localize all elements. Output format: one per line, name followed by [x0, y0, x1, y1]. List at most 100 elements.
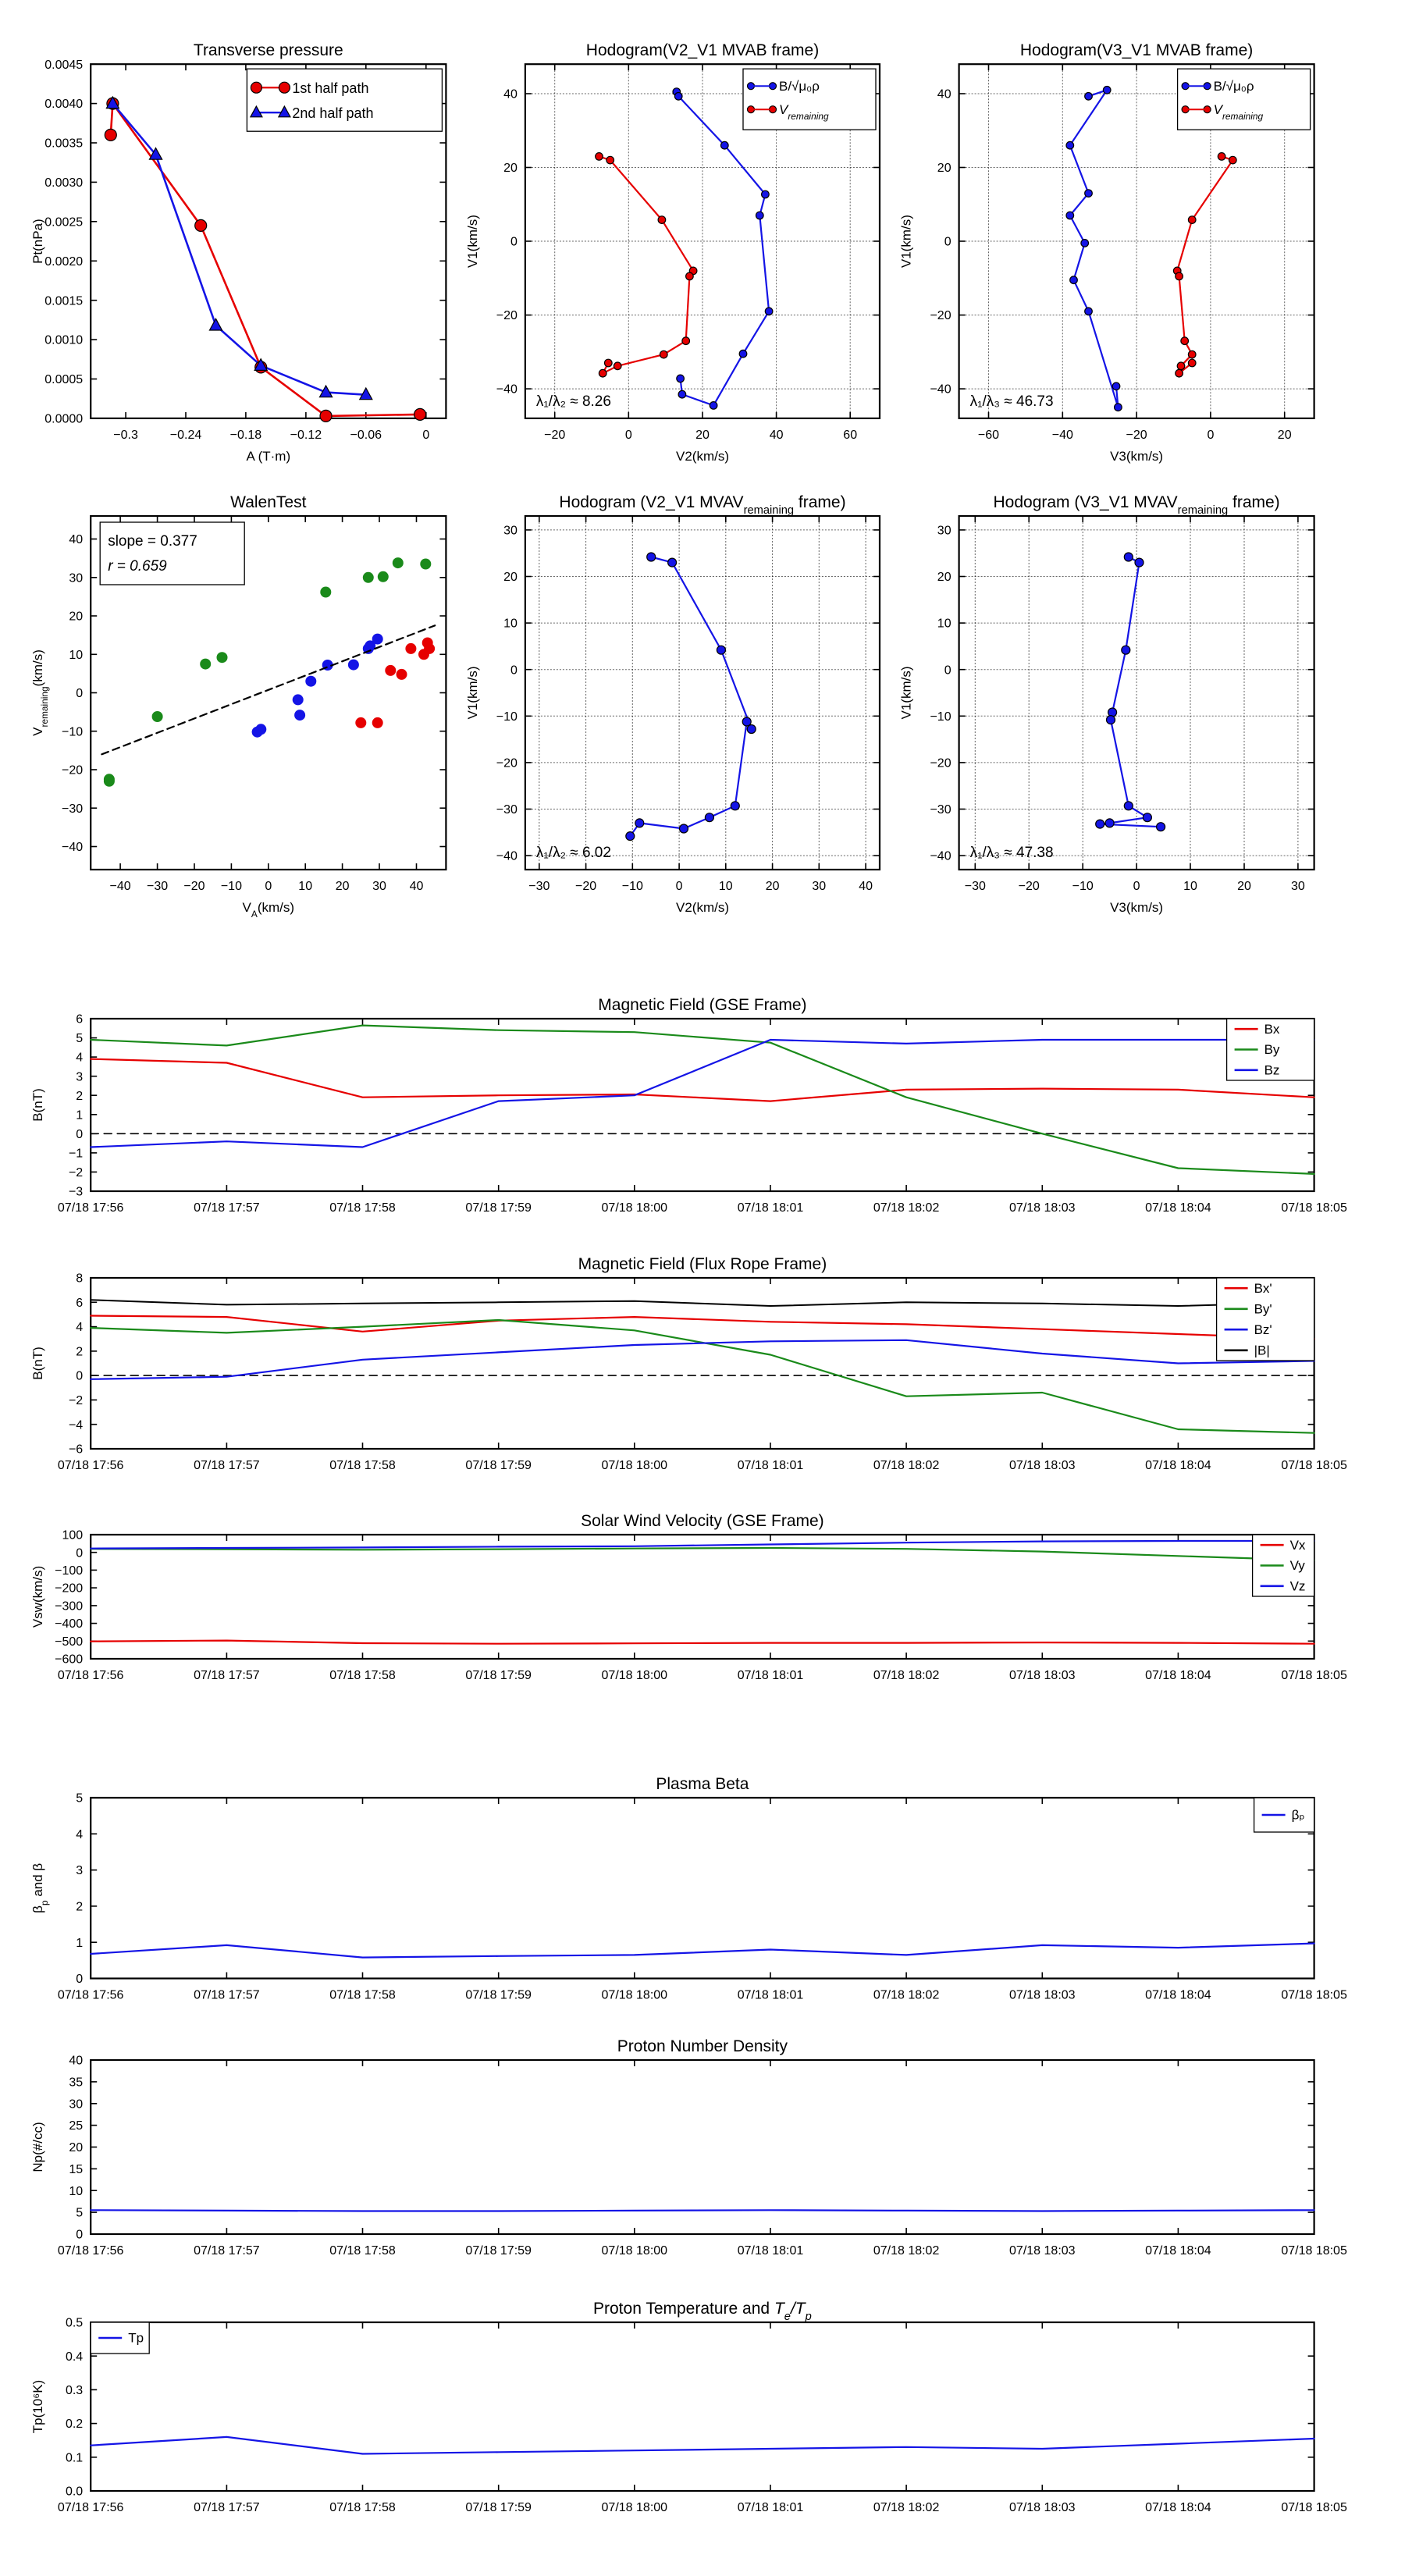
svg-text:3: 3	[76, 1864, 83, 1877]
svg-text:By': By'	[1254, 1301, 1272, 1316]
svg-text:2: 2	[76, 1090, 83, 1103]
svg-text:0.1: 0.1	[66, 2451, 83, 2464]
svg-text:V3(km/s): V3(km/s)	[1110, 900, 1163, 915]
svg-text:−20: −20	[930, 757, 951, 770]
svg-text:Tp(10⁶K): Tp(10⁶K)	[30, 2380, 45, 2433]
svg-text:0.0010: 0.0010	[44, 334, 83, 347]
svg-text:07/18 18:04: 07/18 18:04	[1145, 2244, 1211, 2258]
svg-text:−600: −600	[55, 1653, 83, 1667]
svg-text:−60: −60	[978, 429, 999, 442]
svg-text:0: 0	[76, 1546, 83, 1560]
svg-text:V1(km/s): V1(km/s)	[899, 667, 914, 720]
svg-text:−0.12: −0.12	[290, 429, 322, 442]
svg-text:−20: −20	[496, 757, 518, 770]
svg-text:07/18 18:03: 07/18 18:03	[1009, 1989, 1076, 2002]
svg-text:V3(km/s): V3(km/s)	[1110, 449, 1163, 464]
svg-text:20: 20	[1278, 429, 1292, 442]
svg-text:0: 0	[76, 1973, 83, 1986]
svg-text:−400: −400	[55, 1617, 83, 1631]
svg-text:Tp: Tp	[128, 2331, 144, 2346]
svg-text:0.2: 0.2	[66, 2418, 83, 2431]
svg-text:−6: −6	[69, 1443, 83, 1457]
svg-text:07/18 18:04: 07/18 18:04	[1145, 1669, 1211, 1682]
svg-text:07/18 17:58: 07/18 17:58	[329, 1201, 396, 1215]
svg-text:07/18 17:56: 07/18 17:56	[58, 2244, 124, 2258]
svg-text:−0.24: −0.24	[170, 429, 202, 442]
svg-text:1: 1	[76, 1108, 83, 1122]
svg-text:07/18 18:05: 07/18 18:05	[1281, 2501, 1347, 2514]
svg-text:0.0015: 0.0015	[44, 294, 83, 308]
svg-text:−20: −20	[544, 429, 565, 442]
svg-text:A (T·m): A (T·m)	[246, 449, 290, 464]
svg-text:0.0005: 0.0005	[44, 373, 83, 386]
svg-text:Hodogram(V2_V1 MVAB frame): Hodogram(V2_V1 MVAB frame)	[586, 41, 819, 59]
svg-text:10: 10	[69, 2185, 83, 2198]
svg-text:V2(km/s): V2(km/s)	[676, 449, 729, 464]
svg-text:1st half path: 1st half path	[292, 80, 368, 96]
svg-text:40: 40	[937, 88, 951, 101]
svg-text:07/18 18:04: 07/18 18:04	[1145, 1989, 1211, 2002]
svg-text:07/18 18:02: 07/18 18:02	[873, 1669, 940, 1682]
svg-text:3: 3	[76, 1070, 83, 1083]
svg-text:20: 20	[766, 880, 780, 893]
svg-text:0: 0	[510, 236, 518, 249]
svg-text:07/18 18:03: 07/18 18:03	[1009, 2244, 1076, 2258]
svg-text:07/18 17:59: 07/18 17:59	[465, 1669, 532, 1682]
svg-text:B/√μ₀ρ: B/√μ₀ρ	[779, 79, 820, 94]
svg-text:−40: −40	[496, 850, 518, 863]
svg-text:30: 30	[812, 880, 826, 893]
svg-text:WalenTest: WalenTest	[230, 493, 306, 511]
svg-text:−40: −40	[110, 880, 131, 893]
svg-text:07/18 18:02: 07/18 18:02	[873, 1989, 940, 2002]
svg-text:30: 30	[372, 880, 386, 893]
svg-text:4: 4	[76, 1321, 83, 1334]
svg-text:Transverse pressure: Transverse pressure	[194, 41, 343, 59]
svg-text:V1(km/s): V1(km/s)	[465, 215, 480, 268]
svg-text:07/18 17:58: 07/18 17:58	[329, 1459, 396, 1472]
svg-text:07/18 18:04: 07/18 18:04	[1145, 1201, 1211, 1215]
svg-text:07/18 18:00: 07/18 18:00	[602, 1989, 668, 2002]
svg-text:2: 2	[76, 1901, 83, 1914]
svg-text:Solar Wind Velocity (GSE Frame: Solar Wind Velocity (GSE Frame)	[581, 1512, 824, 1530]
svg-text:07/18 18:03: 07/18 18:03	[1009, 1201, 1076, 1215]
svg-text:−10: −10	[62, 725, 83, 738]
svg-text:30: 30	[1291, 880, 1305, 893]
svg-text:07/18 17:59: 07/18 17:59	[465, 2244, 532, 2258]
svg-text:07/18 18:03: 07/18 18:03	[1009, 1459, 1076, 1472]
svg-text:0.0: 0.0	[66, 2485, 83, 2499]
svg-text:λ₁/λ₂ ≈ 6.02: λ₁/λ₂ ≈ 6.02	[536, 845, 611, 861]
svg-text:V1(km/s): V1(km/s)	[899, 215, 914, 268]
svg-text:07/18 18:00: 07/18 18:00	[602, 2501, 668, 2514]
svg-text:−10: −10	[496, 710, 518, 724]
svg-text:07/18 17:57: 07/18 17:57	[194, 1989, 260, 2002]
svg-text:Magnetic Field (Flux Rope Fram: Magnetic Field (Flux Rope Frame)	[578, 1255, 827, 1273]
svg-text:−20: −20	[1019, 880, 1040, 893]
svg-text:10: 10	[69, 649, 83, 662]
svg-text:−40: −40	[1052, 429, 1073, 442]
svg-text:Bz': Bz'	[1254, 1322, 1272, 1337]
svg-text:−10: −10	[930, 710, 951, 724]
svg-text:20: 20	[503, 571, 518, 584]
svg-text:−0.3: −0.3	[113, 429, 138, 442]
svg-text:B/√μ₀ρ: B/√μ₀ρ	[1214, 79, 1254, 94]
svg-text:−0.18: −0.18	[230, 429, 262, 442]
svg-text:07/18 18:01: 07/18 18:01	[738, 1459, 804, 1472]
svg-text:λ₁/λ₃ ≈ 46.73: λ₁/λ₃ ≈ 46.73	[970, 393, 1054, 410]
svg-text:−4: −4	[69, 1418, 83, 1432]
svg-text:Bx: Bx	[1264, 1022, 1280, 1037]
svg-text:0: 0	[1207, 429, 1214, 442]
svg-text:−40: −40	[930, 383, 951, 397]
svg-text:6: 6	[76, 1297, 83, 1310]
svg-text:0: 0	[76, 687, 83, 700]
svg-text:0: 0	[625, 429, 632, 442]
svg-text:r = 0.659: r = 0.659	[108, 558, 167, 575]
svg-text:07/18 18:05: 07/18 18:05	[1281, 1989, 1347, 2002]
svg-text:07/18 18:02: 07/18 18:02	[873, 1201, 940, 1215]
svg-text:0.0025: 0.0025	[44, 215, 83, 229]
svg-text:07/18 17:56: 07/18 17:56	[58, 1201, 124, 1215]
svg-text:Magnetic Field (GSE Frame): Magnetic Field (GSE Frame)	[598, 996, 806, 1014]
svg-text:20: 20	[1237, 880, 1251, 893]
svg-text:−10: −10	[221, 880, 242, 893]
svg-text:0.0035: 0.0035	[44, 137, 83, 151]
svg-text:βₚ: βₚ	[1292, 1808, 1305, 1823]
